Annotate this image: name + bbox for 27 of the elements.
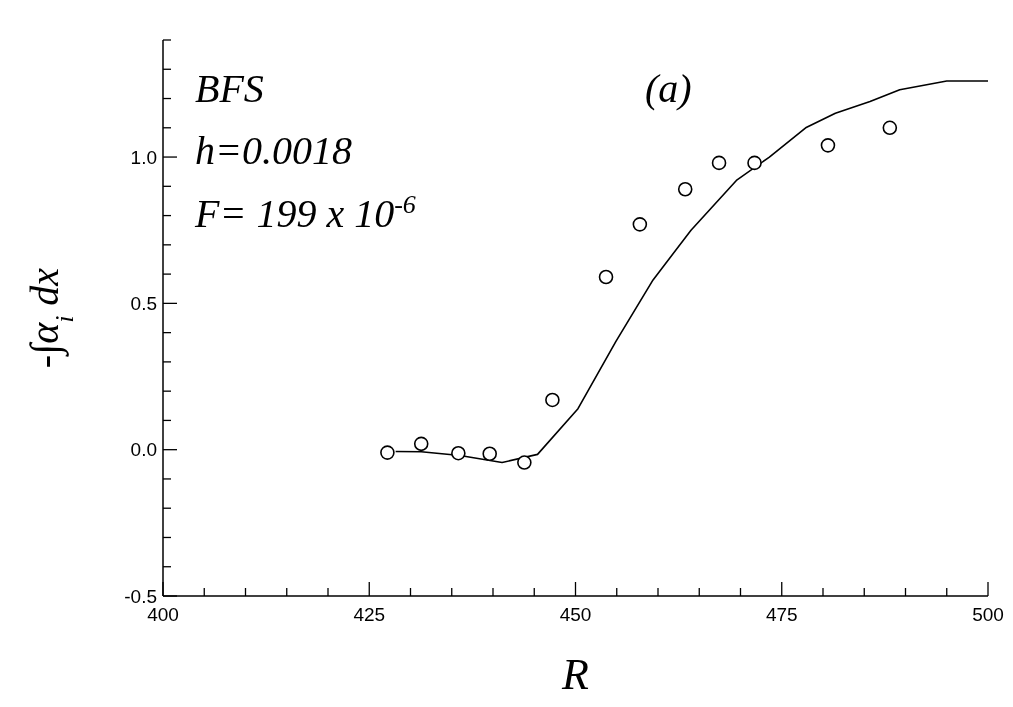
annotation: h=0.0018 (195, 128, 352, 173)
point (482, 446, 497, 462)
y-tick-label: 1.0 (130, 146, 157, 168)
y-tick-label: -0.5 (124, 585, 157, 607)
point (413, 436, 429, 452)
point (677, 181, 693, 197)
y-tick-label: 0.0 (130, 439, 157, 461)
point (380, 445, 395, 460)
point (632, 217, 648, 232)
x-tick-label: 400 (147, 604, 179, 625)
x-tick-label: 500 (972, 604, 1004, 625)
point (747, 155, 762, 171)
annotation: F= 199 x 10$^{-6}$ (194, 189, 416, 236)
point (598, 269, 614, 285)
point (545, 392, 560, 408)
x-tick-label: 425 (353, 604, 386, 625)
point (820, 138, 836, 153)
point (451, 445, 466, 461)
point (882, 120, 898, 136)
point (517, 455, 532, 470)
x-tick-label: 450 (559, 604, 592, 625)
x-tick-label: 475 (765, 604, 798, 625)
annotation: (a) (645, 66, 692, 111)
point (711, 155, 727, 171)
x-axis-title: R (561, 650, 590, 699)
y-tick-label: 0.5 (130, 293, 157, 315)
annotation: BFS (195, 66, 264, 111)
